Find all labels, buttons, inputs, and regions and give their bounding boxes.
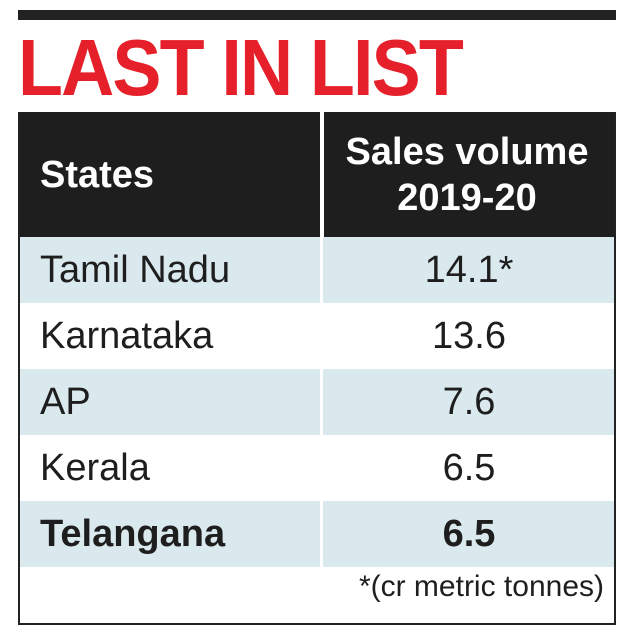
top-rule [18, 10, 616, 20]
table-row: Telangana 6.5 [20, 501, 614, 567]
header-states: States [40, 153, 155, 196]
footnote: *(cr metric tonnes) [358, 570, 604, 603]
state-cell: Tamil Nadu [40, 249, 231, 291]
column-divider [320, 237, 323, 567]
header-sales-line1: Sales volume [345, 130, 589, 173]
value-cell: 14.1* [424, 249, 514, 291]
value-cell: 6.5 [442, 447, 496, 489]
state-cell: Telangana [40, 513, 226, 555]
header-sales-volume: Sales volume 2019-20 [320, 112, 614, 237]
state-cell: AP [40, 381, 91, 423]
state-cell: Kerala [40, 447, 150, 489]
header-sales-line2: 2019-20 [397, 176, 537, 219]
table-row: Tamil Nadu 14.1* [20, 237, 614, 303]
table-header: States Sales volume 2019-20 [20, 112, 614, 237]
header-divider [320, 112, 324, 237]
chart-title: LAST IN LIST [18, 23, 464, 112]
state-cell: Karnataka [40, 315, 214, 357]
value-cell: 7.6 [442, 381, 496, 423]
value-cell: 13.6 [432, 315, 506, 357]
table-row: Kerala 6.5 [20, 435, 614, 501]
table-row: Karnataka 13.6 [20, 303, 614, 369]
value-cell: 6.5 [442, 513, 496, 555]
data-table: States Sales volume 2019-20 Tamil Nadu 1… [18, 112, 616, 625]
table-row: AP 7.6 [20, 369, 614, 435]
